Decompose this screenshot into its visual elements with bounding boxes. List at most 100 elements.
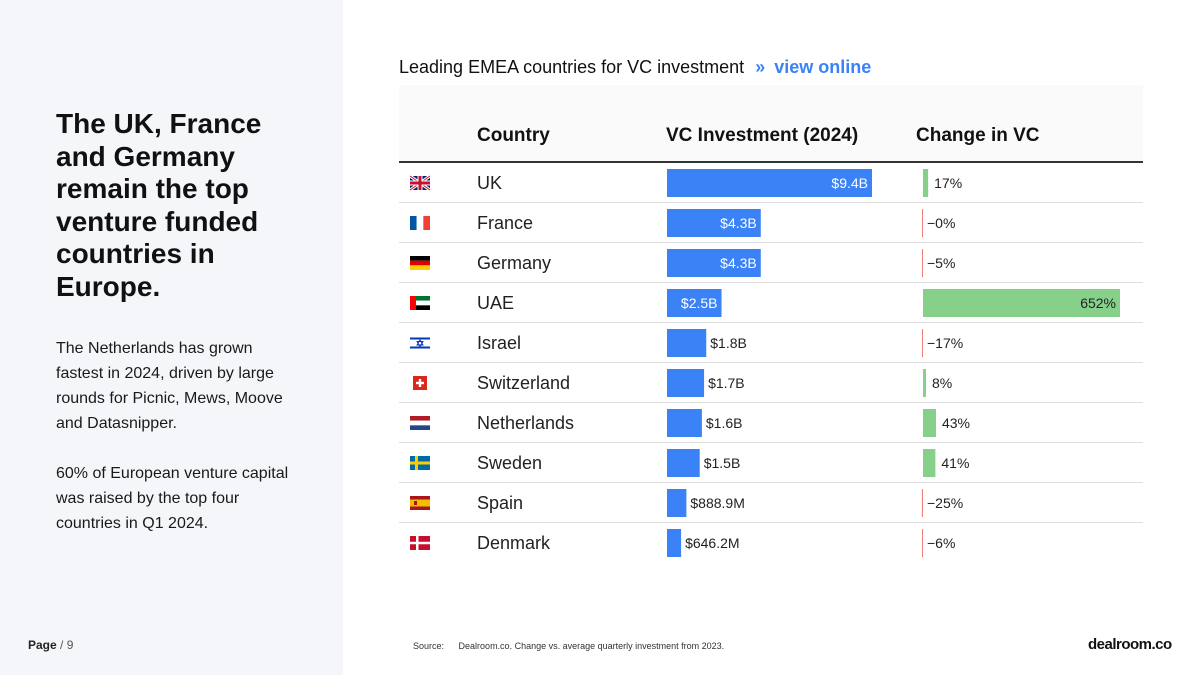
- row-background: [399, 323, 1143, 362]
- change-label: 41%: [941, 455, 969, 471]
- source-text: Dealroom.co. Change vs. average quarterl…: [458, 641, 725, 651]
- flag-cross-red: [410, 181, 430, 185]
- investment-label: $4.3B: [720, 255, 757, 271]
- investment-label: $2.5B: [681, 295, 718, 311]
- page-number: / 9: [60, 638, 74, 652]
- change-bar: [922, 529, 923, 557]
- flag-part: [410, 416, 430, 421]
- change-bar: [923, 289, 1120, 317]
- flag-part: [410, 461, 430, 465]
- table-row: Switzerland $1.7B 8%: [399, 363, 1143, 403]
- denmark-flag-icon: [410, 536, 430, 550]
- investment-bar: [667, 489, 687, 517]
- flag-cross: [416, 381, 424, 385]
- investment-bar: [667, 449, 700, 477]
- flag-part: [410, 337, 430, 340]
- investment-bar: [667, 289, 722, 317]
- source-note: Source: Dealroom.co. Change vs. average …: [413, 641, 724, 651]
- investment-bar: [667, 409, 702, 437]
- row-background: [399, 243, 1143, 282]
- investment-label: $1.6B: [706, 415, 743, 431]
- flag-part: [410, 305, 430, 310]
- investment-label: $1.8B: [710, 335, 747, 351]
- investment-bar: [667, 529, 682, 557]
- star-of-david: [416, 339, 424, 348]
- brand-logo: dealroom.co: [1088, 636, 1172, 653]
- investment-label: $4.3B: [720, 215, 757, 231]
- change-bar: [922, 209, 923, 237]
- change-label: −5%: [927, 255, 955, 271]
- table-row: Germany $4.3B −5%: [399, 243, 1143, 283]
- change-label: 8%: [932, 375, 952, 391]
- switzerland-flag-icon: [413, 376, 427, 390]
- country-name: UK: [477, 173, 502, 193]
- change-label: 43%: [942, 415, 970, 431]
- column-header-change: Change in VC: [916, 125, 1040, 146]
- investment-bar: [667, 169, 872, 197]
- page-label: Page: [28, 638, 57, 652]
- uae-flag-icon: [410, 296, 430, 310]
- country-name: France: [477, 213, 533, 233]
- country-name: Sweden: [477, 453, 542, 473]
- sweden-flag-icon: [410, 456, 430, 470]
- country-name: Germany: [477, 253, 551, 273]
- investment-label: $9.4B: [831, 175, 868, 191]
- chart-title-row: Leading EMEA countries for VC investment…: [399, 57, 871, 78]
- table-row: Sweden $1.5B 41%: [399, 443, 1143, 483]
- france-flag-icon: [410, 216, 430, 230]
- chart-svg: UK $9.4B 17% France $4.3B −0% Germany $4.3B −5% U…: [399, 163, 1143, 562]
- change-bar: [923, 449, 936, 477]
- change-label: −0%: [927, 215, 955, 231]
- country-name: Israel: [477, 333, 521, 353]
- change-bar: [923, 169, 929, 197]
- row-background: [399, 523, 1143, 562]
- investment-label: $1.7B: [708, 375, 745, 391]
- investment-bar: [667, 329, 707, 357]
- flag-part: [416, 216, 424, 230]
- flag-part: [410, 420, 430, 426]
- paragraph-growth: The Netherlands has grown fastest in 202…: [56, 340, 283, 432]
- table-row: Israel $1.8B −17%: [399, 323, 1143, 363]
- change-bar: [922, 249, 923, 277]
- flag-part: [410, 425, 430, 430]
- germany-flag-icon: [410, 256, 430, 270]
- chart-table: Country VC Investment (2024) Change in V…: [399, 85, 1143, 562]
- investment-bar: [667, 209, 761, 237]
- table-header: Country VC Investment (2024) Change in V…: [399, 85, 1143, 163]
- page-indicator: Page / 9: [28, 638, 73, 652]
- row-background: [399, 363, 1143, 402]
- source-label: Source:: [413, 641, 445, 651]
- flag-part: [410, 260, 430, 266]
- view-online-link[interactable]: view online: [774, 57, 872, 77]
- flag-part: [410, 216, 417, 230]
- investment-label: $646.2M: [685, 535, 739, 551]
- flag-part: [410, 300, 430, 306]
- country-name: Spain: [477, 493, 523, 513]
- flag-part: [410, 496, 430, 500]
- change-label: 17%: [934, 175, 962, 191]
- flag-part: [410, 296, 430, 301]
- headline: The UK, France and Germany remain the to…: [56, 108, 262, 302]
- change-label: −6%: [927, 535, 955, 551]
- netherlands-flag-icon: [410, 416, 430, 430]
- investment-bar: [667, 369, 705, 397]
- country-name: Netherlands: [477, 413, 574, 433]
- flag-part: [410, 499, 430, 507]
- paragraph-share: 60% of European venture capital was rais…: [56, 465, 289, 532]
- change-label: −25%: [927, 495, 963, 511]
- row-background: [399, 483, 1143, 522]
- table-row: France $4.3B −0%: [399, 203, 1143, 243]
- row-background: [399, 403, 1143, 442]
- flag-part: [410, 346, 430, 349]
- spain-flag-icon: [410, 496, 430, 510]
- flag-part: [410, 256, 430, 261]
- left-panel: [0, 0, 343, 675]
- double-chevron-icon: »: [755, 57, 766, 77]
- change-bar: [922, 329, 923, 357]
- column-header-country: Country: [477, 125, 550, 146]
- flag-part: [410, 541, 430, 545]
- investment-label: $888.9M: [690, 495, 744, 511]
- table-row: Spain $888.9M −25%: [399, 483, 1143, 523]
- uk-flag-icon: [409, 174, 431, 192]
- table-row: Denmark $646.2M −6%: [399, 523, 1143, 562]
